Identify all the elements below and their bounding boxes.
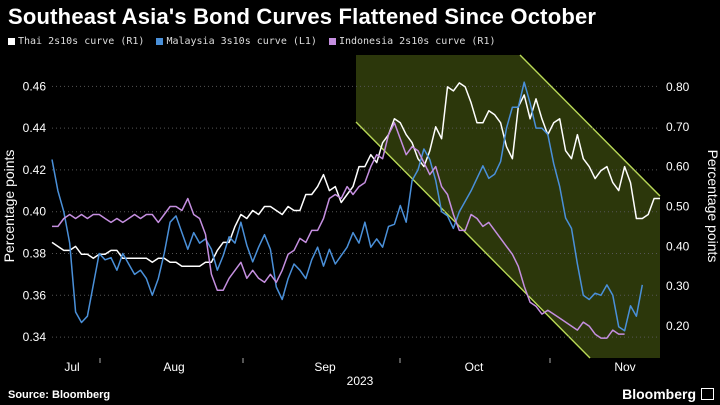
right-tick-label: 0.70 — [666, 120, 690, 134]
legend-swatch-thai — [8, 38, 15, 45]
legend: Thai 2s10s curve (R1) Malaysia 3s10s cur… — [8, 36, 496, 47]
source-note: Source: Bloomberg — [8, 389, 111, 401]
x-tick-label: Oct — [465, 360, 484, 374]
left-tick-label: 0.42 — [23, 163, 47, 177]
channel-shade — [356, 55, 660, 358]
legend-label-indonesia: Indonesia 2s10s curve (R1) — [338, 36, 496, 47]
legend-item-indonesia: Indonesia 2s10s curve (R1) — [328, 36, 496, 47]
right-tick-label: 0.30 — [666, 279, 690, 293]
brand-box-icon — [701, 388, 714, 400]
left-tick-label: 0.36 — [23, 288, 47, 302]
right-axis-title: Percentage points — [705, 150, 720, 263]
brand-logo-text: Bloomberg — [622, 386, 696, 402]
legend-swatch-indonesia — [328, 38, 336, 45]
x-tick-label: Jul — [64, 360, 79, 374]
x-year-label: 2023 — [347, 374, 374, 388]
legend-swatch-malaysia — [156, 38, 164, 45]
x-tick-label: Aug — [163, 360, 184, 374]
legend-item-malaysia: Malaysia 3s10s curve (L1) — [156, 36, 317, 47]
right-tick-label: 0.60 — [666, 160, 690, 174]
series-line-thai — [51, 82, 660, 268]
channel-lower-line — [355, 121, 591, 359]
legend-label-thai: Thai 2s10s curve (R1) — [18, 36, 145, 47]
channel-upper-line — [519, 54, 661, 197]
series-line-malaysia — [51, 81, 644, 332]
right-tick-label: 0.50 — [666, 200, 690, 214]
right-tick-label: 0.80 — [666, 80, 690, 94]
right-tick-label: 0.20 — [666, 319, 690, 333]
left-axis-title: Percentage points — [1, 150, 17, 263]
left-tick-label: 0.34 — [23, 330, 47, 344]
series-line-indonesia — [52, 122, 625, 339]
right-tick-label: 0.40 — [666, 239, 690, 253]
left-tick-label: 0.40 — [23, 205, 47, 219]
x-tick-label: Sep — [314, 360, 336, 374]
legend-item-thai: Thai 2s10s curve (R1) — [8, 36, 144, 47]
chart-title: Southeast Asia's Bond Curves Flattened S… — [8, 4, 597, 29]
legend-label-malaysia: Malaysia 3s10s curve (L1) — [166, 36, 317, 47]
left-tick-label: 0.38 — [23, 247, 47, 261]
x-tick-label: Nov — [614, 360, 635, 374]
left-tick-label: 0.46 — [23, 79, 47, 93]
left-tick-label: 0.44 — [23, 121, 47, 135]
